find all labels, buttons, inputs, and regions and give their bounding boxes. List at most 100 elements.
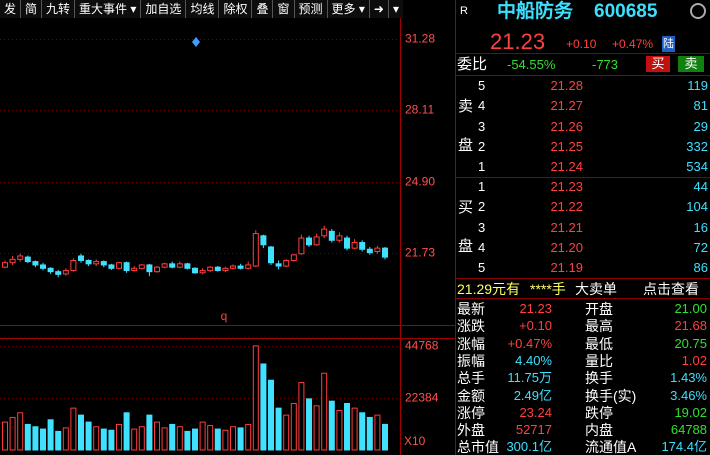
volume-bar [9, 416, 16, 451]
sell-button[interactable]: 卖 [678, 56, 704, 72]
volume-bar [382, 423, 388, 451]
toolbar-button[interactable]: 叠 [252, 0, 274, 18]
toolbar-button[interactable]: 均线 [186, 0, 220, 18]
order-volume: 72 [693, 239, 708, 255]
candle-body [328, 230, 335, 241]
order-volume: 119 [687, 78, 708, 93]
volume-bar [283, 414, 290, 451]
toolbar-button[interactable]: 九转 [42, 0, 76, 18]
level: 3 [478, 219, 486, 235]
volume-scale-label: X10 [404, 434, 426, 448]
change: +0.10 [566, 37, 597, 51]
volume-bar [184, 430, 191, 451]
order-price: 21.23 [550, 179, 583, 194]
order-price: 21.20 [550, 239, 583, 255]
candle-body [237, 265, 244, 269]
candle-body [245, 264, 252, 269]
settings-icon[interactable] [690, 3, 706, 19]
candle-body [313, 236, 320, 246]
toolbar-button[interactable]: 预测 [295, 0, 328, 18]
candle-body [298, 237, 305, 255]
stat-value: 21.68 [674, 318, 707, 334]
candle-body [207, 266, 214, 272]
toolbar-button[interactable]: 简 [21, 0, 43, 18]
candle-body [306, 237, 312, 246]
toolbar-button[interactable]: 更多 ▾ [328, 0, 370, 18]
volume-bar [192, 428, 198, 451]
stat-label: 涨幅 [457, 335, 485, 352]
notice-link[interactable]: 点击查看 [643, 281, 699, 297]
stat-label: 换手(实) [585, 387, 637, 404]
buy-button[interactable]: 买 [646, 56, 670, 72]
candle-body [366, 248, 373, 254]
y-tick-label: 22384 [405, 391, 439, 405]
toolbar-button[interactable]: 发 [0, 0, 22, 18]
level: 3 [478, 118, 486, 134]
toolbar-button[interactable]: 重大事件 ▾ [75, 0, 142, 18]
candle-body [116, 262, 122, 269]
stat-value: 3.46% [670, 387, 707, 403]
candle-body [70, 259, 77, 272]
stat-value: 2.49亿 [513, 387, 552, 403]
candle-body [161, 263, 168, 268]
stat-value: 4.40% [515, 352, 552, 368]
candle-body [260, 235, 267, 246]
weibi-diff: -773 [592, 57, 619, 72]
order-price: 21.26 [550, 118, 583, 134]
volume-bar [55, 430, 62, 451]
candle-body [154, 266, 160, 273]
volume-bar [336, 409, 343, 451]
stat-value: 52717 [515, 422, 552, 438]
volume-bar [93, 426, 100, 451]
volume-bar [207, 425, 214, 451]
candle-body [275, 263, 282, 267]
volume-bar [131, 428, 138, 451]
notice-qty: ****手 [530, 281, 566, 297]
volume-bar [260, 363, 267, 451]
candle-body [222, 267, 229, 272]
order-volume: 104 [686, 199, 708, 215]
toolbar-button[interactable]: 窗 [273, 0, 295, 18]
toolbar-button[interactable]: 加自选 [141, 0, 187, 18]
level: 4 [478, 239, 486, 255]
volume-bar [146, 414, 153, 451]
side-label: 盘 [458, 137, 474, 154]
level: 5 [478, 78, 486, 93]
order-price: 21.24 [550, 159, 583, 175]
volume-bar [268, 379, 274, 451]
menu-button[interactable]: ▾ [392, 2, 399, 16]
volume-bar [245, 423, 252, 451]
y-tick-label: 21.73 [405, 246, 435, 260]
toolbar-button[interactable]: 除权 [219, 0, 253, 18]
volume-bar [298, 382, 305, 451]
volume-bar [40, 428, 46, 451]
dropdown-arrow: ▾ [127, 2, 137, 16]
candle-body [344, 237, 350, 249]
stat-label: 总手 [457, 370, 485, 387]
order-volume: 86 [693, 260, 708, 276]
candle-body [336, 235, 343, 241]
order-volume: 332 [686, 138, 708, 154]
toolbar: 发简九转 重大事件 ▾ 加自选 均线 除权叠窗预测 更多 ▾ ➜ ▾ [0, 0, 403, 18]
weibi-label: 委比 [457, 56, 488, 73]
candle-body [2, 262, 8, 268]
level: 1 [478, 179, 486, 194]
candle-body [283, 259, 290, 267]
volume-bar [70, 407, 77, 451]
candle-body [62, 270, 69, 275]
nav-button[interactable]: ➜ [370, 0, 389, 18]
candle-body [123, 262, 130, 272]
stat-value: 11.75万 [507, 370, 552, 386]
order-volume: 29 [693, 118, 708, 134]
stat-label: 量比 [585, 352, 613, 369]
weibi-pct: -54.55% [507, 57, 556, 72]
price: 21.23 [490, 29, 546, 54]
stat-value: 19.02 [674, 404, 707, 420]
stat-value: 1.02 [681, 352, 707, 368]
order-volume: 81 [693, 98, 708, 114]
candle-body [78, 255, 84, 261]
stat-value: 20.75 [674, 335, 707, 351]
separator [455, 53, 710, 54]
side-label: 买 [458, 199, 474, 216]
volume-bar [138, 426, 145, 451]
